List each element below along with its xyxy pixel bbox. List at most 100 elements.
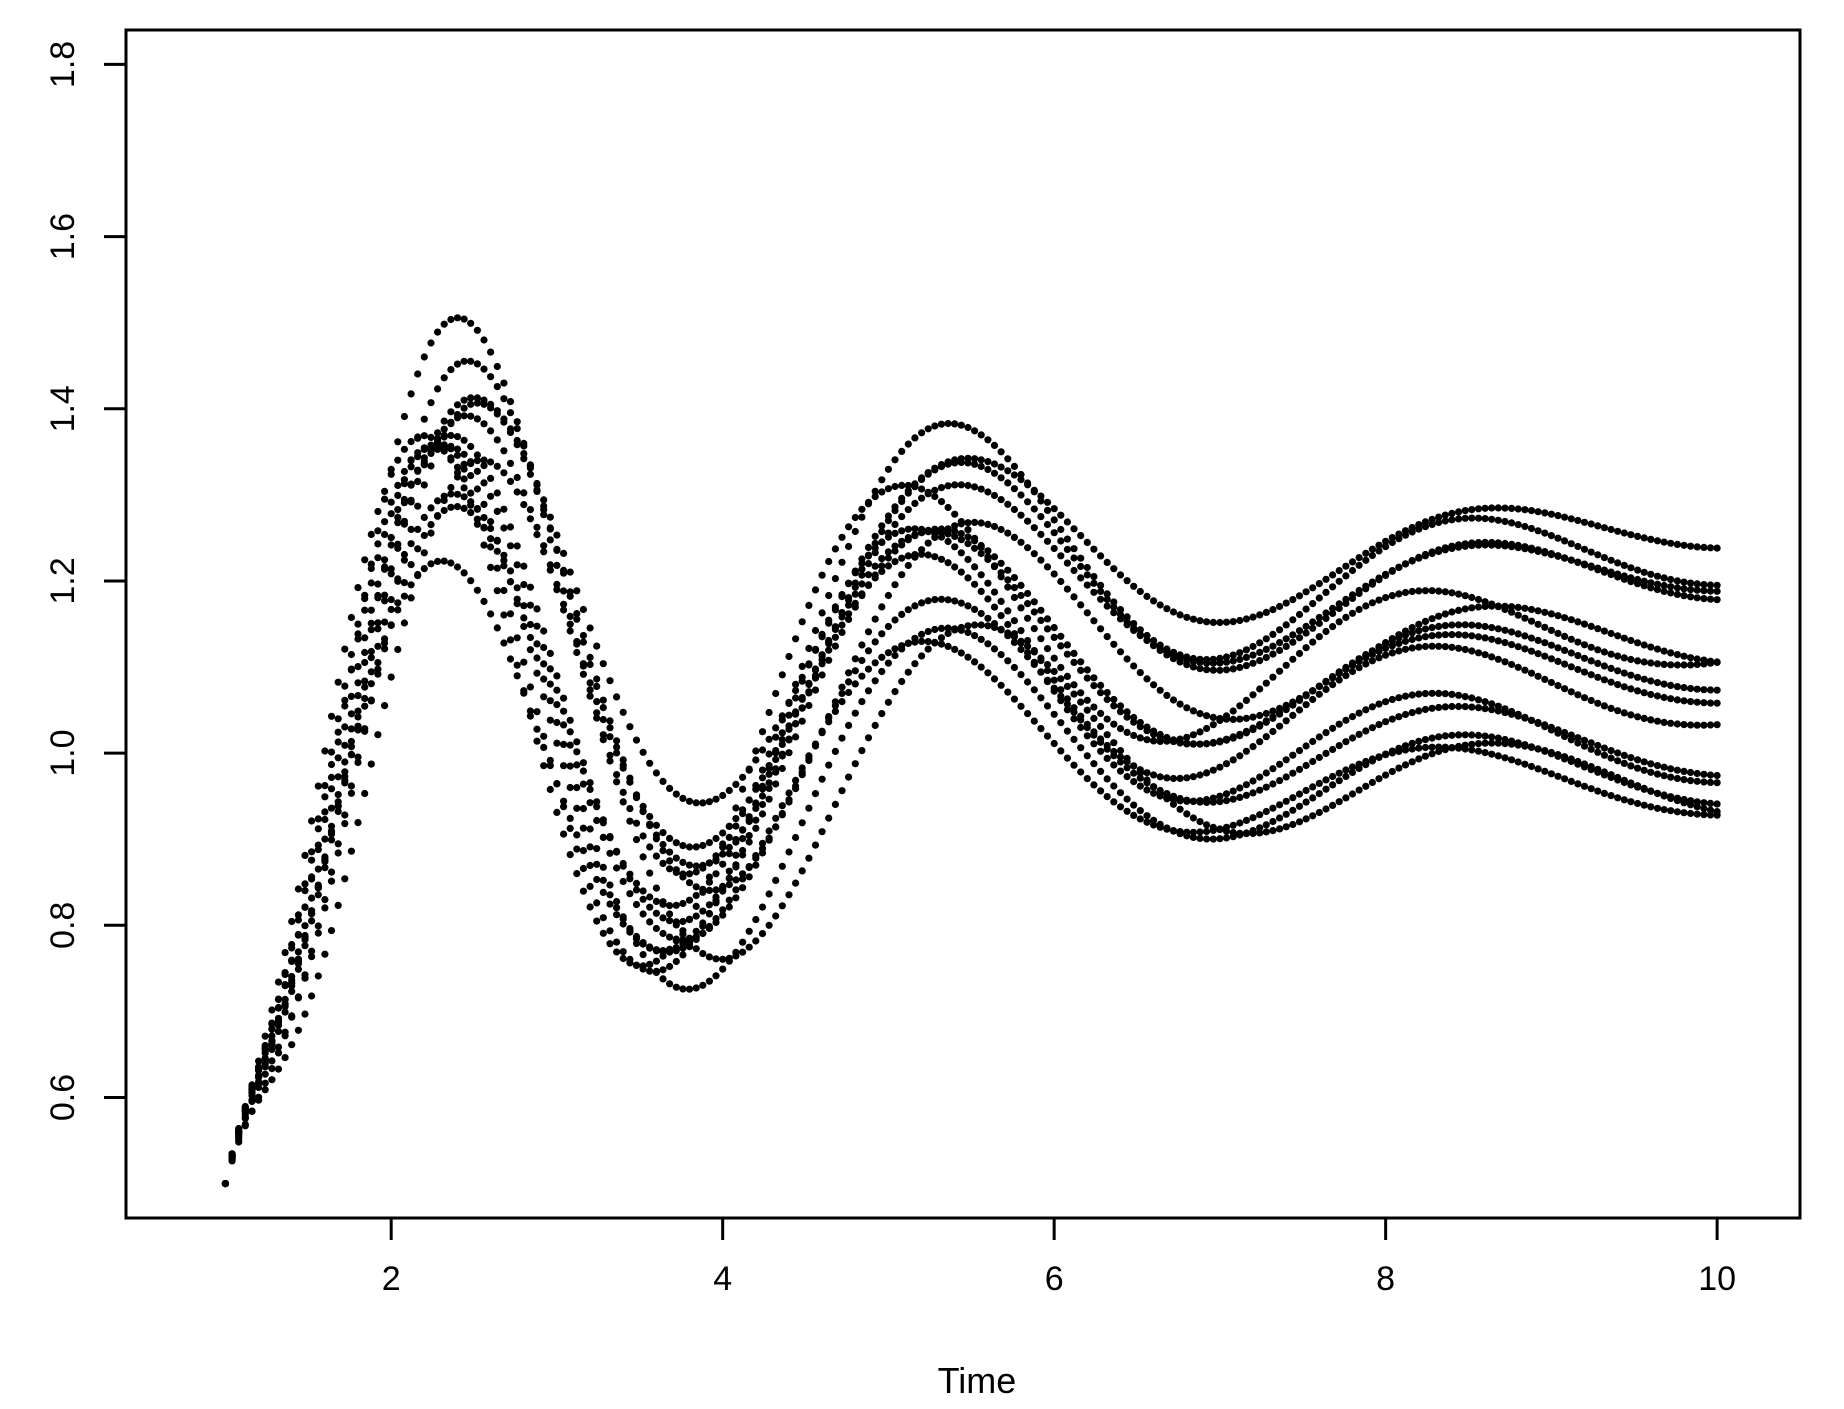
- data-point: [1667, 661, 1675, 669]
- data-point: [884, 529, 893, 537]
- data-point: [553, 586, 561, 594]
- data-point: [1004, 576, 1012, 584]
- data-point: [951, 510, 959, 518]
- data-point: [1070, 735, 1078, 744]
- data-point: [460, 450, 468, 458]
- data-point: [1116, 753, 1125, 761]
- data-point: [1634, 639, 1642, 647]
- data-point: [579, 605, 588, 614]
- data-point: [712, 886, 720, 894]
- data-point: [1329, 674, 1337, 682]
- data-point: [1580, 668, 1589, 676]
- data-point: [997, 573, 1005, 581]
- data-point: [321, 835, 329, 843]
- data-point: [1309, 794, 1317, 802]
- data-point: [997, 612, 1005, 620]
- data-point: [1713, 808, 1721, 816]
- data-point: [1461, 621, 1469, 629]
- data-point: [778, 729, 786, 737]
- data-point: [1083, 538, 1091, 547]
- data-point: [1388, 642, 1396, 650]
- data-point: [732, 876, 740, 884]
- data-point: [957, 536, 965, 544]
- data-point: [845, 678, 853, 686]
- data-point: [1070, 525, 1078, 533]
- data-point: [1693, 810, 1701, 818]
- data-point: [546, 785, 554, 794]
- data-point: [1428, 734, 1436, 742]
- data-point: [1216, 618, 1224, 627]
- data-point: [1481, 739, 1489, 747]
- data-point: [553, 780, 561, 788]
- data-point: [374, 527, 382, 535]
- data-point: [904, 561, 912, 570]
- data-point: [434, 385, 442, 393]
- data-point: [1249, 724, 1257, 732]
- data-point: [1130, 662, 1138, 670]
- data-point: [281, 1008, 289, 1016]
- data-point: [314, 972, 322, 980]
- data-point: [752, 916, 760, 924]
- data-point: [1024, 614, 1032, 622]
- data-point: [1309, 687, 1317, 695]
- data-point: [1647, 760, 1655, 768]
- data-point: [480, 365, 488, 373]
- data-point: [427, 433, 435, 441]
- data-point: [566, 783, 574, 792]
- data-point: [480, 462, 488, 470]
- data-point: [858, 505, 866, 513]
- data-point: [546, 649, 554, 658]
- data-point: [599, 833, 607, 842]
- data-point: [646, 869, 654, 877]
- data-point: [1030, 505, 1038, 513]
- data-point: [851, 680, 859, 688]
- data-point: [672, 901, 680, 909]
- data-point: [1541, 608, 1549, 616]
- data-point: [1063, 695, 1071, 703]
- data-point: [1070, 566, 1078, 575]
- data-point: [990, 469, 999, 477]
- data-point: [500, 562, 508, 570]
- data-point: [639, 802, 647, 811]
- data-point: [1600, 789, 1608, 798]
- data-point: [440, 320, 448, 328]
- data-point: [1647, 535, 1655, 544]
- data-point: [878, 567, 886, 576]
- data-point: [414, 467, 422, 475]
- data-point: [566, 741, 574, 749]
- data-point: [1388, 747, 1396, 755]
- data-point: [891, 482, 899, 491]
- data-point: [918, 630, 926, 639]
- data-point: [1700, 686, 1708, 694]
- data-point: [347, 751, 355, 759]
- data-point: [1143, 818, 1151, 826]
- data-point: [685, 915, 694, 923]
- data-point: [984, 553, 992, 561]
- data-point: [1594, 564, 1602, 572]
- data-point: [606, 751, 614, 759]
- data-point: [281, 1032, 289, 1040]
- data-point: [1614, 757, 1622, 765]
- data-point: [1448, 631, 1456, 639]
- data-point: [811, 646, 820, 654]
- data-point: [321, 808, 329, 816]
- data-point: [1382, 570, 1390, 578]
- data-point: [487, 348, 495, 356]
- data-point: [924, 527, 932, 535]
- data-point: [361, 556, 369, 564]
- data-point: [440, 417, 448, 425]
- data-point: [361, 683, 369, 691]
- data-point: [361, 658, 369, 667]
- data-point: [1541, 723, 1549, 731]
- data-point: [1130, 626, 1138, 635]
- data-point: [990, 645, 999, 653]
- data-point: [1017, 639, 1025, 647]
- data-point: [765, 770, 773, 778]
- data-point: [1355, 656, 1363, 664]
- data-point: [984, 547, 992, 555]
- data-point: [1527, 634, 1536, 642]
- data-point: [1600, 771, 1608, 779]
- data-point: [984, 579, 992, 587]
- data-point: [1110, 782, 1118, 790]
- data-point: [1395, 590, 1403, 598]
